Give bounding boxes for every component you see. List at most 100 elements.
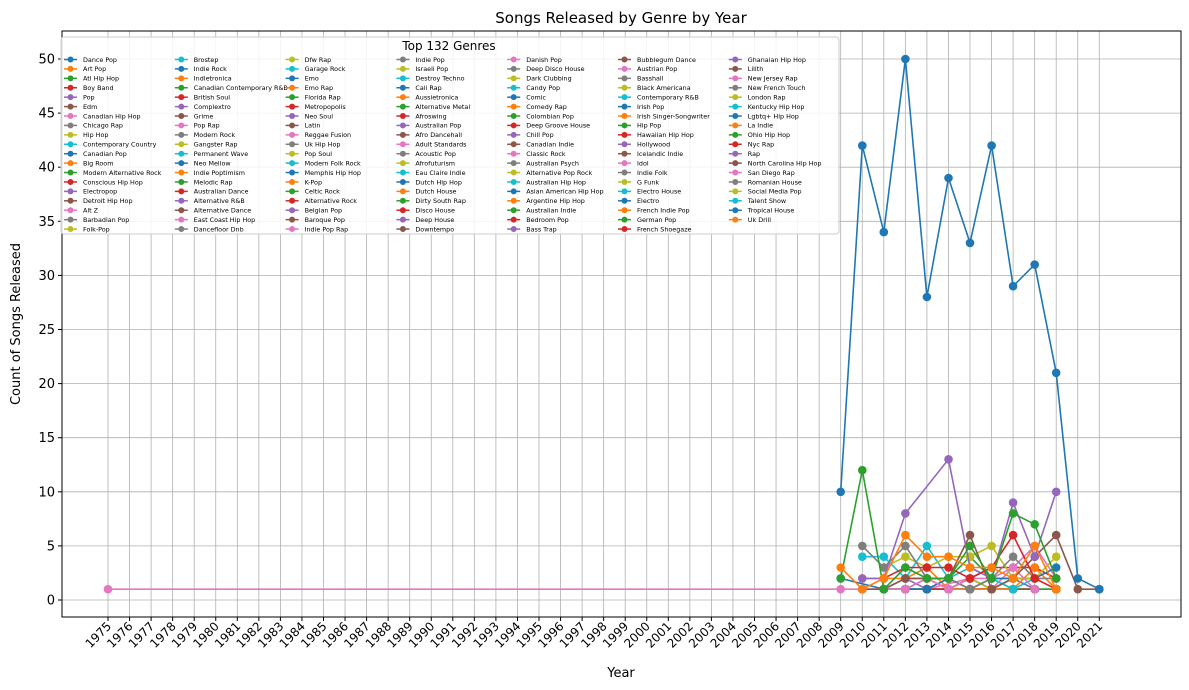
legend-item: La Indie <box>728 122 773 130</box>
legend-label: Israeli Pop <box>415 65 448 73</box>
legend-item: Hollywood <box>618 141 670 149</box>
legend-swatch-marker <box>510 188 517 195</box>
legend-item: Comic <box>507 93 547 101</box>
legend-label: Electro <box>637 197 659 205</box>
legend-swatch-marker <box>621 207 628 214</box>
legend-item: Melodic Rap <box>174 178 233 186</box>
legend-label: Dutch House <box>415 188 456 196</box>
legend-label: Destroy Techno <box>415 75 464 83</box>
legend-label: Uk Drill <box>748 216 772 224</box>
legend-label: North Carolina Hip Hop <box>748 159 822 167</box>
data-point <box>1073 584 1083 594</box>
legend-swatch-marker <box>510 178 517 185</box>
legend-item: Indie Rock <box>174 65 227 73</box>
legend-swatch-marker <box>732 56 739 63</box>
legend-label: New French Touch <box>748 84 806 92</box>
y-tick-label: 40 <box>38 161 55 176</box>
legend-label: Afroswing <box>415 112 446 120</box>
legend-swatch-marker <box>510 169 517 176</box>
legend-item: Canadian Indie <box>507 141 574 149</box>
legend-item: Candy Pop <box>507 84 560 92</box>
legend-label: French Indie Pop <box>637 207 690 215</box>
legend-label: Canadian Indie <box>526 141 574 149</box>
legend-swatch-marker <box>510 160 517 167</box>
y-tick-label: 10 <box>38 485 55 500</box>
legend-label: Ohio Hip Hop <box>748 131 790 139</box>
legend-swatch-marker <box>178 150 185 157</box>
data-point <box>922 574 932 583</box>
legend-item: Black Americana <box>618 84 691 92</box>
data-point <box>879 227 889 237</box>
legend-label: Alternative Pop Rock <box>526 169 592 177</box>
legend-swatch-marker <box>732 122 739 129</box>
legend-swatch-marker <box>732 169 739 176</box>
data-point <box>944 455 953 464</box>
y-axis-label: Count of Songs Released <box>9 243 24 405</box>
legend-item: Atl Hip Hop <box>64 75 119 83</box>
legend-swatch-marker <box>67 216 74 223</box>
legend-label: Dfw Rap <box>305 56 332 64</box>
data-point <box>922 563 932 572</box>
legend-item: Dfw Rap <box>285 56 332 64</box>
y-tick-label: 0 <box>47 594 55 609</box>
legend-item: Irish Singer-Songwriter <box>618 112 710 120</box>
data-point <box>1051 552 1061 561</box>
legend-label: Canadian Pop <box>83 150 127 158</box>
legend-item: Barbadian Pop <box>64 216 129 224</box>
legend-label: Argentine Hip Hop <box>526 197 585 205</box>
legend-swatch-marker <box>621 94 628 101</box>
legend-swatch-marker <box>621 131 628 138</box>
legend-label: Grime <box>194 112 214 120</box>
legend-item: Permanent Wave <box>174 150 248 158</box>
y-axis: 0 5 10 15 20 25 30 35 40 45 50 <box>38 53 62 609</box>
legend-item: Electro House <box>618 188 681 196</box>
legend-label: Dance Pop <box>83 56 117 64</box>
legend-label: Gangster Rap <box>194 141 238 149</box>
legend-swatch-marker <box>732 216 739 223</box>
legend-swatch-marker <box>399 113 406 120</box>
legend-item: Latin <box>285 122 320 130</box>
legend-swatch-marker <box>67 131 74 138</box>
legend-swatch-marker <box>178 188 185 195</box>
data-point <box>879 584 889 594</box>
legend-label: Irish Pop <box>637 103 664 111</box>
legend-swatch-marker <box>67 103 74 110</box>
chart-title: Songs Released by Genre by Year <box>495 9 747 27</box>
legend-swatch-marker <box>732 65 739 72</box>
legend-swatch-marker <box>510 65 517 72</box>
legend-item: Canadian Hip Hop <box>64 112 141 120</box>
legend-label: Electro House <box>637 188 681 196</box>
series <box>836 465 1061 594</box>
legend-item: Australian Dance <box>174 188 249 196</box>
legend-label: Australian Psych <box>526 159 579 167</box>
legend-label: Garage Rock <box>305 65 346 73</box>
legend-item: British Soul <box>174 93 230 101</box>
legend-item: New Jersey Rap <box>728 75 798 83</box>
legend-item: Asian American Hip Hop <box>507 188 604 196</box>
data-point <box>1008 552 1018 561</box>
y-tick-label: 35 <box>38 215 55 230</box>
legend-item: Pop Soul <box>285 150 332 158</box>
legend-swatch-marker <box>178 178 185 185</box>
legend-label: Baroque Pop <box>305 216 345 224</box>
legend-label: Deep House <box>415 216 454 224</box>
legend-swatch-marker <box>178 207 185 214</box>
legend-swatch-marker <box>289 94 296 101</box>
legend-item: Nyc Rap <box>728 141 774 149</box>
legend-item: Alt Z <box>64 207 99 215</box>
legend-swatch-marker <box>732 103 739 110</box>
data-point <box>1030 260 1039 269</box>
legend-label: Australian Indie <box>526 207 576 215</box>
legend-label: Dark Clubbing <box>526 75 571 83</box>
legend-swatch-marker <box>178 131 185 138</box>
legend-item: Hip Pop <box>618 122 661 130</box>
legend-label: Hip Pop <box>637 122 661 130</box>
legend-swatch-marker <box>399 178 406 185</box>
legend-swatch-marker <box>399 65 406 72</box>
legend-swatch-marker <box>510 131 517 138</box>
legend-item: Australian Hip Hop <box>507 178 586 186</box>
legend-label: Lgbtq+ Hip Hop <box>748 112 799 120</box>
legend-label: Bedroom Pop <box>526 216 569 224</box>
legend-swatch-marker <box>510 84 517 91</box>
legend-item: Kentucky Hip Hop <box>728 103 804 111</box>
